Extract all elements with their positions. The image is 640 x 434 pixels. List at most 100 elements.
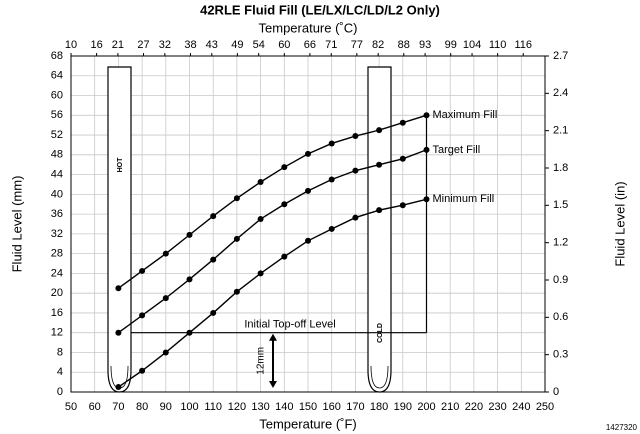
chart-title: 42RLE Fluid Fill (LE/LX/LC/LD/L2 Only) <box>200 2 440 17</box>
y2-tick-label: 2.7 <box>553 50 568 62</box>
y2-tick-label: 0.6 <box>553 311 568 323</box>
data-point <box>233 288 240 295</box>
x-tick-label: 170 <box>346 401 364 413</box>
x-tick-label: 240 <box>512 401 530 413</box>
x-tick-label: 130 <box>251 401 269 413</box>
figure-id: 1427320 <box>606 423 638 432</box>
x2-tick-label: 110 <box>489 39 507 51</box>
data-point <box>305 150 311 157</box>
hot-label: HOT <box>117 157 124 173</box>
x-tick-label: 90 <box>160 401 172 413</box>
data-point <box>257 216 264 223</box>
data-point <box>233 195 240 202</box>
data-point <box>210 213 217 220</box>
arrow-label: 12mm <box>256 347 267 375</box>
data-point <box>210 256 217 263</box>
x-tick-label: 220 <box>465 401 483 413</box>
x2-tick-label: 71 <box>325 39 337 51</box>
series-line <box>117 114 427 289</box>
y2-tick-label: 2.1 <box>553 125 568 137</box>
series-line <box>117 149 427 334</box>
data-point <box>115 384 122 391</box>
data-point <box>210 309 217 316</box>
data-point <box>186 276 193 283</box>
x2-tick-label: 43 <box>206 39 218 51</box>
y2-tick-label: 1.8 <box>553 162 568 174</box>
data-point <box>399 202 406 209</box>
x-tick-label: 200 <box>417 401 435 413</box>
data-point <box>233 235 240 242</box>
y-tick-label: 64 <box>51 70 63 82</box>
x2-tick-label: 66 <box>304 39 316 51</box>
y-tick-label: 12 <box>51 327 63 339</box>
x-tick-label: 140 <box>275 401 293 413</box>
data-point <box>423 196 430 203</box>
plot-frame <box>70 55 546 393</box>
x-tick-label: 60 <box>89 401 101 413</box>
x-tick-label: 250 <box>536 401 554 413</box>
x2-tick-label: 60 <box>278 39 290 51</box>
y-tick-label: 28 <box>51 248 63 260</box>
x2-tick-label: 88 <box>398 39 410 51</box>
data-point <box>281 201 288 208</box>
y2-tick-label: 2.4 <box>553 87 568 99</box>
x2-tick-label: 32 <box>159 39 171 51</box>
series-label: Target Fill <box>433 144 481 156</box>
data-point <box>162 295 169 302</box>
data-point <box>115 329 122 336</box>
data-point <box>399 119 406 126</box>
x2-tick-label: 16 <box>90 39 102 51</box>
x2-tick-label: 116 <box>514 39 532 51</box>
x-tick-label: 80 <box>136 401 148 413</box>
x-tick-label: 230 <box>488 401 506 413</box>
data-point <box>115 285 122 292</box>
y-tick-label: 60 <box>51 89 63 101</box>
x-tick-label: 180 <box>370 401 388 413</box>
x2-tick-label: 49 <box>231 39 243 51</box>
data-point <box>162 349 169 356</box>
series-label: Maximum Fill <box>433 109 498 121</box>
y-tick-label: 52 <box>51 129 63 141</box>
series-line <box>118 198 427 388</box>
y-tick-label: 16 <box>51 307 63 319</box>
data-point <box>423 112 430 119</box>
y2-tick-label: 0.9 <box>553 274 568 286</box>
x2-tick-label: 104 <box>463 39 481 51</box>
x2-axis-label: Temperature (˚C) <box>259 20 358 35</box>
data-point <box>376 207 383 214</box>
y2-tick-label: 0.3 <box>553 349 568 361</box>
data-point <box>305 187 311 194</box>
x-tick-label: 110 <box>204 401 222 413</box>
x-tick-label: 210 <box>441 401 459 413</box>
y-tick-label: 24 <box>51 267 63 279</box>
x-tick-label: 190 <box>394 401 412 413</box>
data-point <box>139 367 146 374</box>
x-tick-label: 70 <box>112 401 124 413</box>
data-point <box>328 176 335 183</box>
x-tick-label: 50 <box>65 401 77 413</box>
y-tick-label: 56 <box>51 109 63 121</box>
x2-tick-label: 93 <box>419 39 431 51</box>
data-point <box>376 127 383 134</box>
data-point <box>328 140 335 147</box>
data-point <box>281 253 288 260</box>
data-point <box>376 161 383 168</box>
x2-tick-label: 82 <box>372 39 384 51</box>
data-point <box>162 250 169 257</box>
data-point <box>139 312 146 319</box>
data-point <box>305 237 311 244</box>
data-point <box>399 155 406 162</box>
x-tick-label: 160 <box>323 401 341 413</box>
data-point <box>352 133 359 140</box>
data-point <box>257 179 264 185</box>
y2-axis-label: Fluid Level (in) <box>612 181 627 266</box>
y-tick-label: 20 <box>51 287 63 299</box>
data-point <box>139 267 146 274</box>
x-tick-label: 150 <box>299 401 317 413</box>
x2-tick-label: 21 <box>112 39 124 51</box>
y-tick-label: 36 <box>51 208 63 220</box>
x2-tick-label: 38 <box>184 39 196 51</box>
y-tick-label: 0 <box>57 386 63 398</box>
dipstick <box>367 66 392 393</box>
